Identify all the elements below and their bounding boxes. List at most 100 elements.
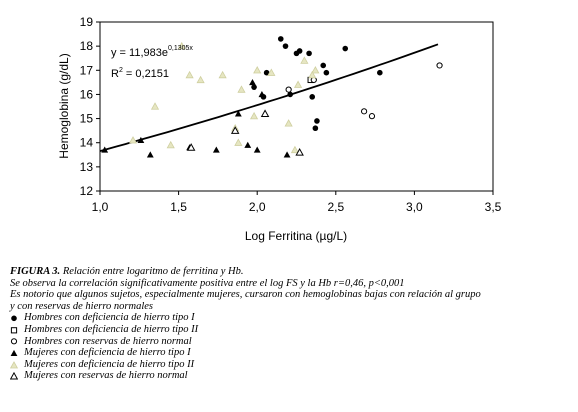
legend-label: Hombres con deficiencia de hierro tipo I <box>24 312 195 324</box>
caption-title: FIGURA 3. Relación entre logaritmo de fe… <box>10 266 576 278</box>
y-tick-label: 13 <box>80 160 94 174</box>
legend-label: Mujeres con reservas de hierro normal <box>24 370 188 382</box>
r2-value: = 0,2151 <box>123 68 169 80</box>
data-point <box>312 125 319 132</box>
data-point <box>308 70 317 79</box>
x-tick-label: 2,0 <box>249 200 266 214</box>
data-point <box>314 118 320 124</box>
data-point <box>146 151 154 158</box>
legend-marker <box>10 314 24 322</box>
y-tick-label: 15 <box>80 112 94 126</box>
y-axis: 12 13 14 15 16 17 18 19 <box>80 15 100 198</box>
data-point <box>186 143 196 151</box>
r2-exponent: 2 <box>119 67 123 74</box>
legend-item: Hombres con deficiencia de hierro tipo I… <box>10 324 576 336</box>
data-point <box>253 66 262 74</box>
data-point <box>177 41 186 50</box>
data-points <box>101 36 443 158</box>
legend-marker <box>10 360 24 369</box>
legend-marker <box>10 326 24 334</box>
data-point <box>150 102 160 110</box>
x-axis: 1,0 1,5 2,0 2,5 3,0 3,5 <box>92 191 502 214</box>
data-point <box>342 45 349 52</box>
figure-label: FIGURA 3. <box>10 266 61 277</box>
data-point <box>101 146 109 153</box>
trendline <box>99 43 439 152</box>
data-point <box>185 70 194 79</box>
data-point <box>360 108 368 115</box>
legend-label: Mujeres con deficiencia de hierro tipo I… <box>24 358 195 370</box>
equation-main: y = 11,983e <box>111 47 168 59</box>
data-point <box>368 113 376 120</box>
legend-marker-shape <box>10 326 18 334</box>
legend-marker <box>10 337 24 345</box>
data-point <box>137 136 145 144</box>
figure-caption: FIGURA 3. Relación entre logaritmo de fe… <box>10 266 576 382</box>
data-point <box>282 43 289 49</box>
data-point <box>320 62 327 69</box>
data-point <box>260 109 270 117</box>
data-point <box>306 50 312 57</box>
x-tick-label: 3,0 <box>406 200 423 214</box>
legend-item: Hombres con deficiencia de hierro tipo I <box>10 312 576 324</box>
svg-text:R2 = 0,2151: R2 = 0,2151 <box>111 67 169 80</box>
data-point <box>196 75 205 84</box>
legend: Hombres con deficiencia de hierro tipo I… <box>10 312 576 382</box>
y-tick-label: 16 <box>80 87 94 101</box>
data-point <box>244 141 252 148</box>
data-point <box>295 147 304 156</box>
plot-area <box>99 21 494 192</box>
x-tick-label: 1,0 <box>92 200 109 214</box>
data-point <box>436 62 443 69</box>
y-tick-label: 19 <box>80 15 94 29</box>
data-point <box>258 91 266 98</box>
trend-equation: y = 11,983e0,1305x R2 = 0,2151 <box>111 45 193 80</box>
x-tick-label: 1,5 <box>170 200 187 214</box>
data-point <box>290 145 300 154</box>
data-point <box>309 94 316 100</box>
data-point <box>311 66 320 74</box>
caption-line-3: Es notorio que algunos sujetos, especial… <box>10 289 481 301</box>
legend-marker <box>10 372 24 380</box>
r2-label: R <box>111 68 119 80</box>
data-point <box>287 91 294 98</box>
svg-text:y = 11,983e0,1305x: y = 11,983e0,1305x <box>111 45 193 59</box>
data-point <box>234 110 242 117</box>
data-point <box>283 151 291 158</box>
data-point <box>237 85 246 93</box>
y-axis-label: Hemoglobina (g/dL) <box>57 53 71 158</box>
x-tick-label: 2,5 <box>327 200 344 214</box>
x-axis-label: Log Ferritina (µg/L) <box>245 229 347 243</box>
legend-label: Hombres con reservas de hierro normal <box>24 335 192 347</box>
caption-line-2: Se observa la correlación significativam… <box>10 277 405 289</box>
caption-line-4: y con reservas de hierro normales <box>10 300 153 312</box>
data-point <box>249 78 256 86</box>
legend-marker-shape <box>10 360 18 368</box>
data-point <box>285 86 292 93</box>
data-point <box>212 146 220 153</box>
legend-marker-shape <box>10 372 18 380</box>
data-point <box>377 69 383 76</box>
y-tick-label: 17 <box>80 63 94 77</box>
data-point <box>253 146 261 153</box>
legend-item: Mujeres con deficiencia de hierro tipo I <box>10 347 576 359</box>
legend-marker <box>10 349 24 357</box>
legend-item: Hombres con reservas de hierro normal <box>10 336 576 348</box>
legend-marker-shape <box>11 315 17 322</box>
legend-item: Mujeres con reservas de hierro normal <box>10 370 576 382</box>
figure-title: Relación entre logaritmo de ferritina y … <box>60 266 244 277</box>
data-point <box>300 56 309 64</box>
legend-marker-shape <box>10 338 18 345</box>
legend-label: Mujeres con deficiencia de hierro tipo I <box>24 347 191 359</box>
legend-marker-shape <box>10 349 18 356</box>
data-point <box>218 70 227 79</box>
data-point <box>234 138 243 146</box>
data-point <box>293 80 303 88</box>
data-point <box>166 140 175 149</box>
data-point <box>296 48 303 54</box>
data-point <box>230 126 240 134</box>
legend-label: Hombres con deficiencia de hierro tipo I… <box>24 323 199 335</box>
equation-exponent: 0,1305x <box>168 45 193 52</box>
data-point <box>251 84 257 90</box>
y-tick-label: 18 <box>80 39 94 53</box>
